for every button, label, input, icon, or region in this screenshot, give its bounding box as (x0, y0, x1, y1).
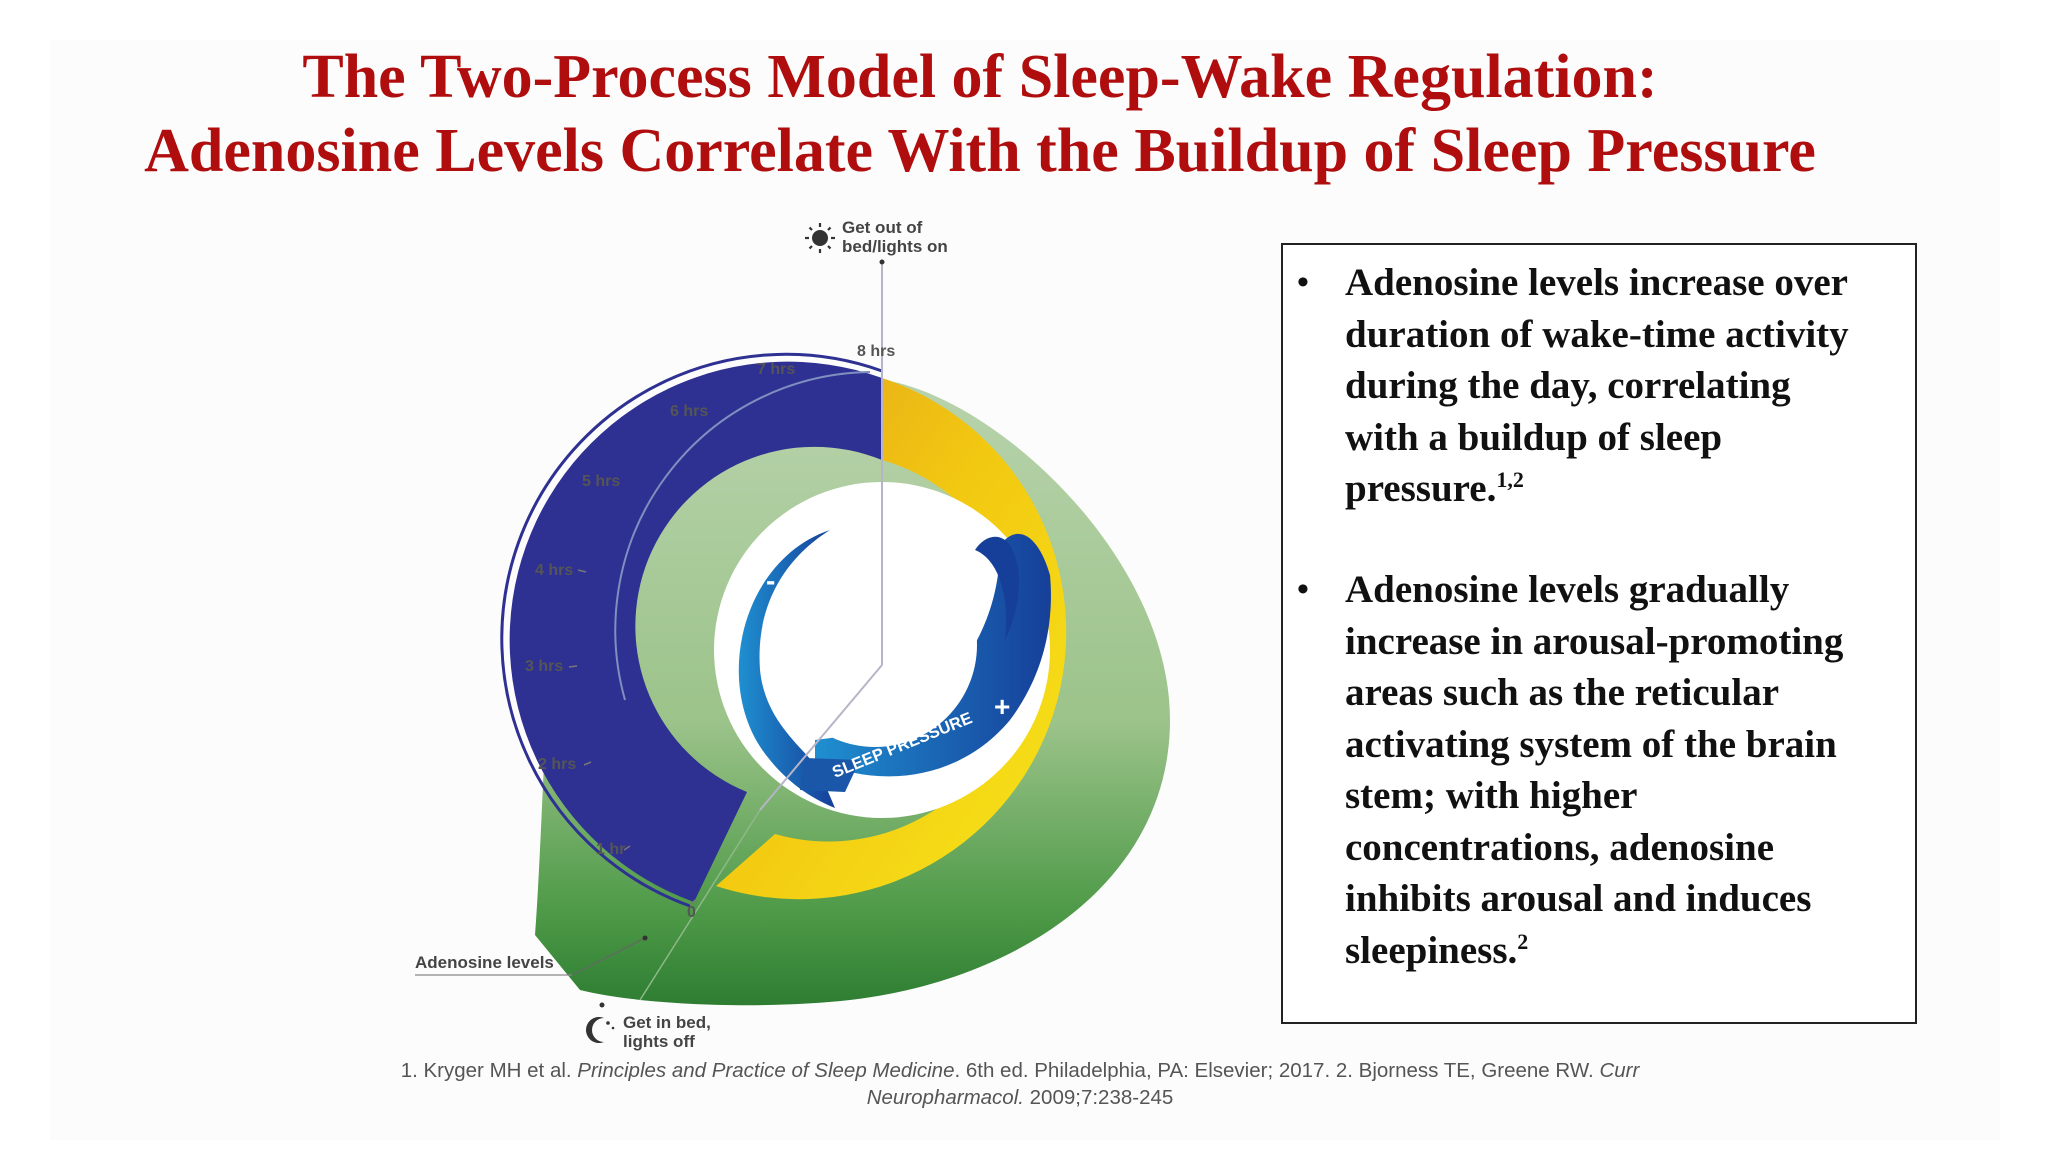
midline-to-bottom (639, 809, 761, 1001)
hour-label-1: 1 hr (596, 841, 625, 858)
reference-line-1: 1. Kryger MH et al. Principles and Pract… (300, 1057, 1740, 1084)
bullet-1-text: Adenosine levels increase over duration … (1345, 257, 1905, 515)
bullet-1-dot: • (1297, 264, 1309, 301)
adenosine-label: Adenosine levels (415, 953, 554, 972)
sleep-arc-outer-line (614, 371, 871, 701)
bullet-2-dot: • (1297, 571, 1309, 608)
sleep-arc (509, 361, 882, 902)
minus-symbol: - (766, 565, 775, 596)
bottom-label-line2: lights off (623, 1032, 695, 1051)
bullet-2-line-5: stem; with higher (1345, 774, 1638, 817)
clock-hand-diagonal (759, 664, 883, 811)
hour-label-8: 8 hrs (857, 343, 895, 360)
bullet-2-line-7: inhibits arousal and induces (1345, 877, 1812, 920)
slide-title: The Two-Process Model of Sleep-Wake Regu… (0, 40, 1960, 188)
wake-arc (716, 378, 1067, 900)
bullet-1-line-5-text: pressure. (1345, 467, 1497, 510)
top-label-line1: Get out of (842, 218, 923, 237)
bullet-2-line-2: increase in arousal-promoting (1345, 619, 1844, 663)
ref1-prefix: 1. Kryger MH et al. (400, 1059, 578, 1082)
bullet-1-line-1: Adenosine levels increase over (1345, 261, 1848, 304)
hour-label-3: 3 hrs (525, 658, 563, 675)
sleep-pressure-crescent (738, 530, 835, 808)
hour-labels: 0 1 hr 2 hrs 3 hrs 4 hrs 5 hrs 6 hrs 7 h… (525, 343, 895, 921)
hour-label-0: 0 (687, 904, 696, 921)
center-circle (773, 543, 977, 747)
moon-stars-icon (586, 1017, 615, 1043)
title-line-2: Adenosine Levels Correlate With the Buil… (144, 117, 1816, 185)
info-box: • Adenosine levels increase over duratio… (1281, 243, 1917, 1024)
ref1-suffix: . 6th ed. Philadelphia, PA: Elsevier; 20… (954, 1059, 1600, 1082)
hour-label-2: 2 hrs (538, 756, 576, 773)
bullet-1-line-5: pressure.1,2 (1345, 463, 1905, 515)
top-label-line2: bed/lights on (842, 237, 948, 256)
sun-icon (805, 223, 835, 253)
hour-label-5: 5 hrs (582, 473, 620, 490)
bullet-2-text: Adenosine levels gradually increase in a… (1345, 564, 1905, 976)
sleep-pressure-tip (800, 758, 860, 792)
bullet-1-line-4: with a buildup of sleep (1345, 415, 1723, 459)
two-process-diagram: Get out of bed/lights on Get in bed, lig… (415, 218, 1170, 1051)
plus-symbol: + (994, 691, 1010, 722)
bullet-1-line-3: during the day, correlating (1345, 364, 1791, 407)
sleep-pressure-band (815, 533, 1051, 777)
reference-line-2: Neuropharmacol. 2009;7:238-245 (300, 1084, 1740, 1111)
pressure-hook (975, 536, 1020, 640)
bullet-2-superscript: 2 (1517, 928, 1529, 954)
hour-label-4: 4 hrs (535, 562, 573, 579)
adenosine-leader (571, 937, 646, 976)
hour-label-6: 6 hrs (670, 403, 708, 420)
bullet-2-line-3: areas such as the reticular (1345, 671, 1780, 714)
bullet-2-line-6: concentrations, adenosine (1345, 825, 1774, 869)
hour-label-7: 7 hrs (757, 361, 795, 378)
bullet-1-superscript: 1,2 (1496, 467, 1524, 492)
top-point (879, 259, 885, 265)
bullet-2-line-8-text: sleepiness. (1345, 928, 1518, 972)
bullet-2-line-4: activating system of the brain (1345, 722, 1837, 766)
bottom-label-line1: Get in bed, (623, 1013, 711, 1032)
title-line-1: The Two-Process Model of Sleep-Wake Regu… (302, 43, 1658, 111)
ref1-title: Principles and Practice of Sleep Medicin… (577, 1059, 955, 1082)
references: 1. Kryger MH et al. Principles and Pract… (300, 1057, 1740, 1111)
adenosine-point (642, 935, 648, 941)
bullet-1-line-2: duration of wake-time activity (1345, 312, 1849, 356)
ref2-journal-a: Curr (1599, 1059, 1640, 1082)
ref2-suffix: 2009;7:238-245 (1023, 1086, 1174, 1109)
bottom-point (599, 1002, 605, 1008)
bullet-2-line-1: Adenosine levels gradually (1345, 568, 1790, 611)
ref2-journal-b: Neuropharmacol. (866, 1086, 1024, 1109)
bullet-2-line-8: sleepiness.2 (1345, 925, 1905, 977)
sleep-arc-outline (500, 352, 883, 908)
